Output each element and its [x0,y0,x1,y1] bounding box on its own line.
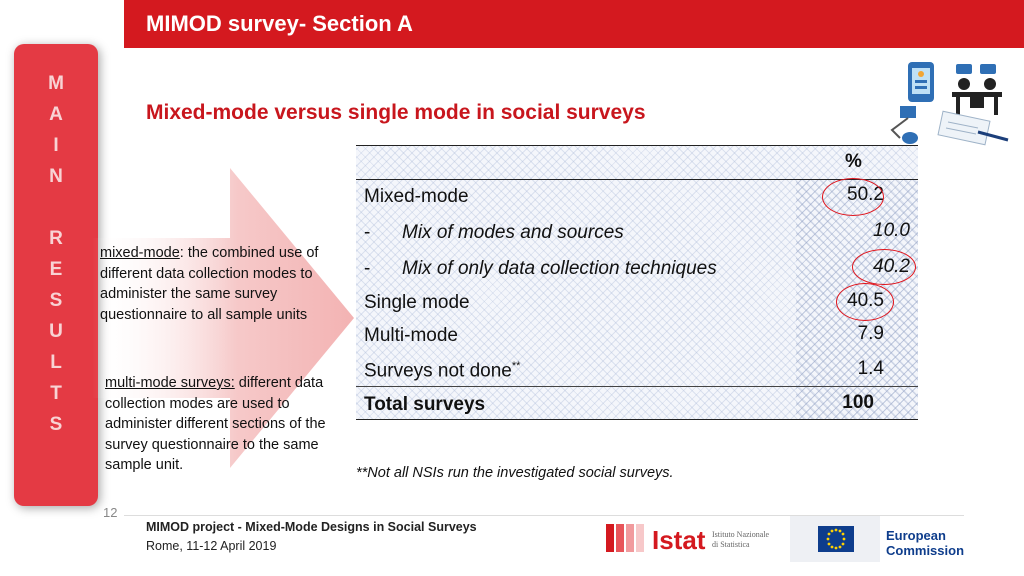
european-commission-logo: European Commission [790,516,964,562]
mixed-mode-definition: mixed-mode: the combined use of differen… [100,243,328,325]
istat-logo-icon [606,524,644,552]
table-row: Single mode 40.5 [356,287,918,321]
row-dash: - [364,258,371,279]
sidebar-letter: R [49,228,63,249]
multi-mode-term: multi-mode surveys: [105,375,235,391]
sidebar-letter [14,192,98,223]
results-table: % Mixed-mode 50.2 - Mix of modes and sou… [356,145,918,420]
row-value: 100 [842,392,874,413]
row-label: Single mode [364,292,470,313]
istat-name: Istat [652,525,706,555]
row-value: 7.9 [857,323,884,344]
sidebar-letter: S [49,414,63,435]
mixed-mode-term: mixed-mode [100,245,180,261]
row-label-text: Surveys not done [364,360,512,382]
sidebar-letter: U [49,321,63,342]
sidebar-letters: M A I N R E S U L T S [14,68,98,440]
row-dash: - [364,222,371,243]
slide-title: MIMOD survey- Section A [146,11,413,36]
footer-project: MIMOD project - Mixed-Mode Designs in So… [146,520,477,534]
ec-name-line: European [886,528,946,543]
table-row: - Mix of modes and sources 10.0 [356,217,918,251]
sidebar-letter: N [49,166,63,187]
istat-subtitle: Istituto Nazionale di Statistica [712,530,769,550]
page-number: 12 [103,505,118,520]
arrow-icon [92,168,354,468]
table-row: - Mix of only data collection techniques… [356,253,918,287]
highlight-circle [852,249,916,285]
row-label: Mix of modes and sources [402,222,624,243]
sidebar-letter: A [49,104,63,125]
table-row-total: Total surveys 100 [356,389,918,423]
istat-subtitle-line: Istituto Nazionale [712,530,770,539]
highlight-circle [836,283,894,321]
row-label: Surveys not done** [364,360,520,382]
sidebar-letter: M [48,73,64,94]
sidebar-letter: L [50,352,62,373]
title-bar: MIMOD survey- Section A [124,0,1024,48]
row-footnote-mark: ** [511,360,521,372]
sidebar-letter: E [49,259,63,280]
table-footnote: **Not all NSIs run the investigated soci… [356,465,674,481]
mixed-mode-description: : the combined use of different data col… [100,245,319,323]
istat-logo: Istat Istituto Nazionale di Statistica [606,522,770,558]
sidebar-letter: S [49,290,63,311]
table-row: Multi-mode 7.9 [356,320,918,354]
footer-date: Rome, 11-12 April 2019 [146,539,277,553]
main-results-sidebar: M A I N R E S U L T S [14,44,98,506]
slide-subtitle: Mixed-mode versus single mode in social … [146,101,646,124]
row-value: 1.4 [857,358,884,379]
ec-name: European Commission [886,528,964,558]
multi-mode-description: different data collection modes are used… [105,375,326,473]
row-label: Mixed-mode [364,186,469,207]
multi-mode-definition: multi-mode surveys: different data colle… [105,373,327,476]
percent-header: % [845,151,862,172]
row-label: Multi-mode [364,325,458,346]
footer-divider [124,515,964,516]
ec-name-line: Commission [886,543,965,558]
survey-modes-illustration-icon [890,62,1009,146]
row-value: 10.0 [873,220,910,241]
eu-flag-icon [790,516,880,562]
sidebar-letter: T [50,383,62,404]
row-label: Total surveys [364,394,486,415]
sidebar-letter: I [53,135,59,156]
istat-subtitle-line: di Statistica [712,540,750,549]
row-label: Mix of only data collection techniques [402,258,717,279]
highlight-circle [822,178,884,216]
table-row: Surveys not done** 1.4 [356,355,918,389]
